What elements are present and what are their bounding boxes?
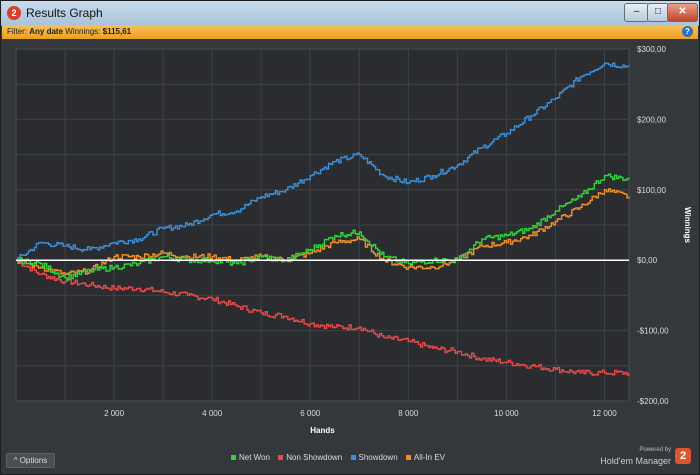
- y-tick-label: -$200,00: [637, 397, 669, 406]
- brand-name: Hold'em Manager: [600, 456, 671, 466]
- x-tick-label: 2 000: [104, 409, 125, 418]
- legend-item[interactable]: Showdown: [350, 453, 398, 462]
- x-tick-label: 12 000: [592, 409, 617, 418]
- winnings-label: Winnings:: [65, 27, 101, 36]
- footer: ^ Options Net Won Non Showdown Showdown …: [1, 441, 699, 475]
- legend-swatch: [405, 455, 411, 461]
- options-button[interactable]: ^ Options: [6, 453, 55, 468]
- chart-legend: Net Won Non Showdown Showdown All-In EV: [231, 453, 451, 462]
- y-tick-label: $0,00: [637, 256, 658, 265]
- x-tick-label: 8 000: [398, 409, 419, 418]
- filter-value[interactable]: Any date: [29, 27, 64, 36]
- help-icon[interactable]: ?: [682, 26, 693, 37]
- powered-by-label: Powered by: [639, 447, 671, 453]
- series-line-non-showdown: [16, 259, 630, 376]
- legend-swatch: [231, 455, 236, 461]
- close-button[interactable]: ✕: [667, 3, 698, 22]
- legend-label: All-In EV: [413, 453, 445, 462]
- holdem-manager-logo-icon: 2: [675, 448, 691, 464]
- chevron-up-icon: ^: [13, 456, 18, 465]
- winnings-value: $115,61: [102, 27, 132, 36]
- app-icon: 2: [7, 6, 21, 20]
- x-tick-label: 4 000: [202, 409, 223, 418]
- results-chart: 2 000 4 000 6 000 8 000 10 000 12 000 $300,00 $…: [15, 45, 692, 435]
- filter-bar: Filter: Any date Winnings: $115,61 ?: [2, 25, 698, 39]
- chart-area: 2 000 4 000 6 000 8 000 10 000 12 000 $300,00 $…: [1, 41, 699, 441]
- y-axis-label: Winnings: [683, 207, 692, 243]
- x-tick-label: 10 000: [494, 409, 519, 418]
- y-tick-label: $300,00: [637, 45, 666, 54]
- options-label: Options: [19, 456, 48, 465]
- y-tick-label: -$100,00: [637, 327, 669, 336]
- maximize-button[interactable]: □: [647, 3, 669, 22]
- x-tick-label: 6 000: [300, 409, 321, 418]
- legend-item[interactable]: All-In EV: [405, 453, 445, 462]
- window-title: Results Graph: [26, 6, 103, 20]
- x-axis-label: Hands: [310, 426, 335, 435]
- legend-item[interactable]: Net Won: [231, 453, 270, 462]
- legend-label: Non Showdown: [286, 453, 343, 462]
- y-tick-label: $200,00: [637, 115, 666, 124]
- series-line-showdown: [16, 62, 630, 261]
- legend-label: Showdown: [358, 453, 398, 462]
- y-tick-label: $100,00: [637, 186, 666, 195]
- title-bar: 2 Results Graph – □ ✕: [1, 1, 699, 26]
- filter-prefix: Filter:: [7, 27, 27, 36]
- legend-swatch: [278, 455, 284, 461]
- legend-swatch: [350, 455, 356, 461]
- minimize-button[interactable]: –: [624, 3, 649, 22]
- legend-item[interactable]: Non Showdown: [278, 453, 342, 462]
- powered-by: Powered by Hold'em Manager: [600, 445, 671, 466]
- series-line-all-in-ev: [16, 188, 630, 275]
- legend-label: Net Won: [239, 453, 270, 462]
- series-line-net-won: [16, 173, 630, 281]
